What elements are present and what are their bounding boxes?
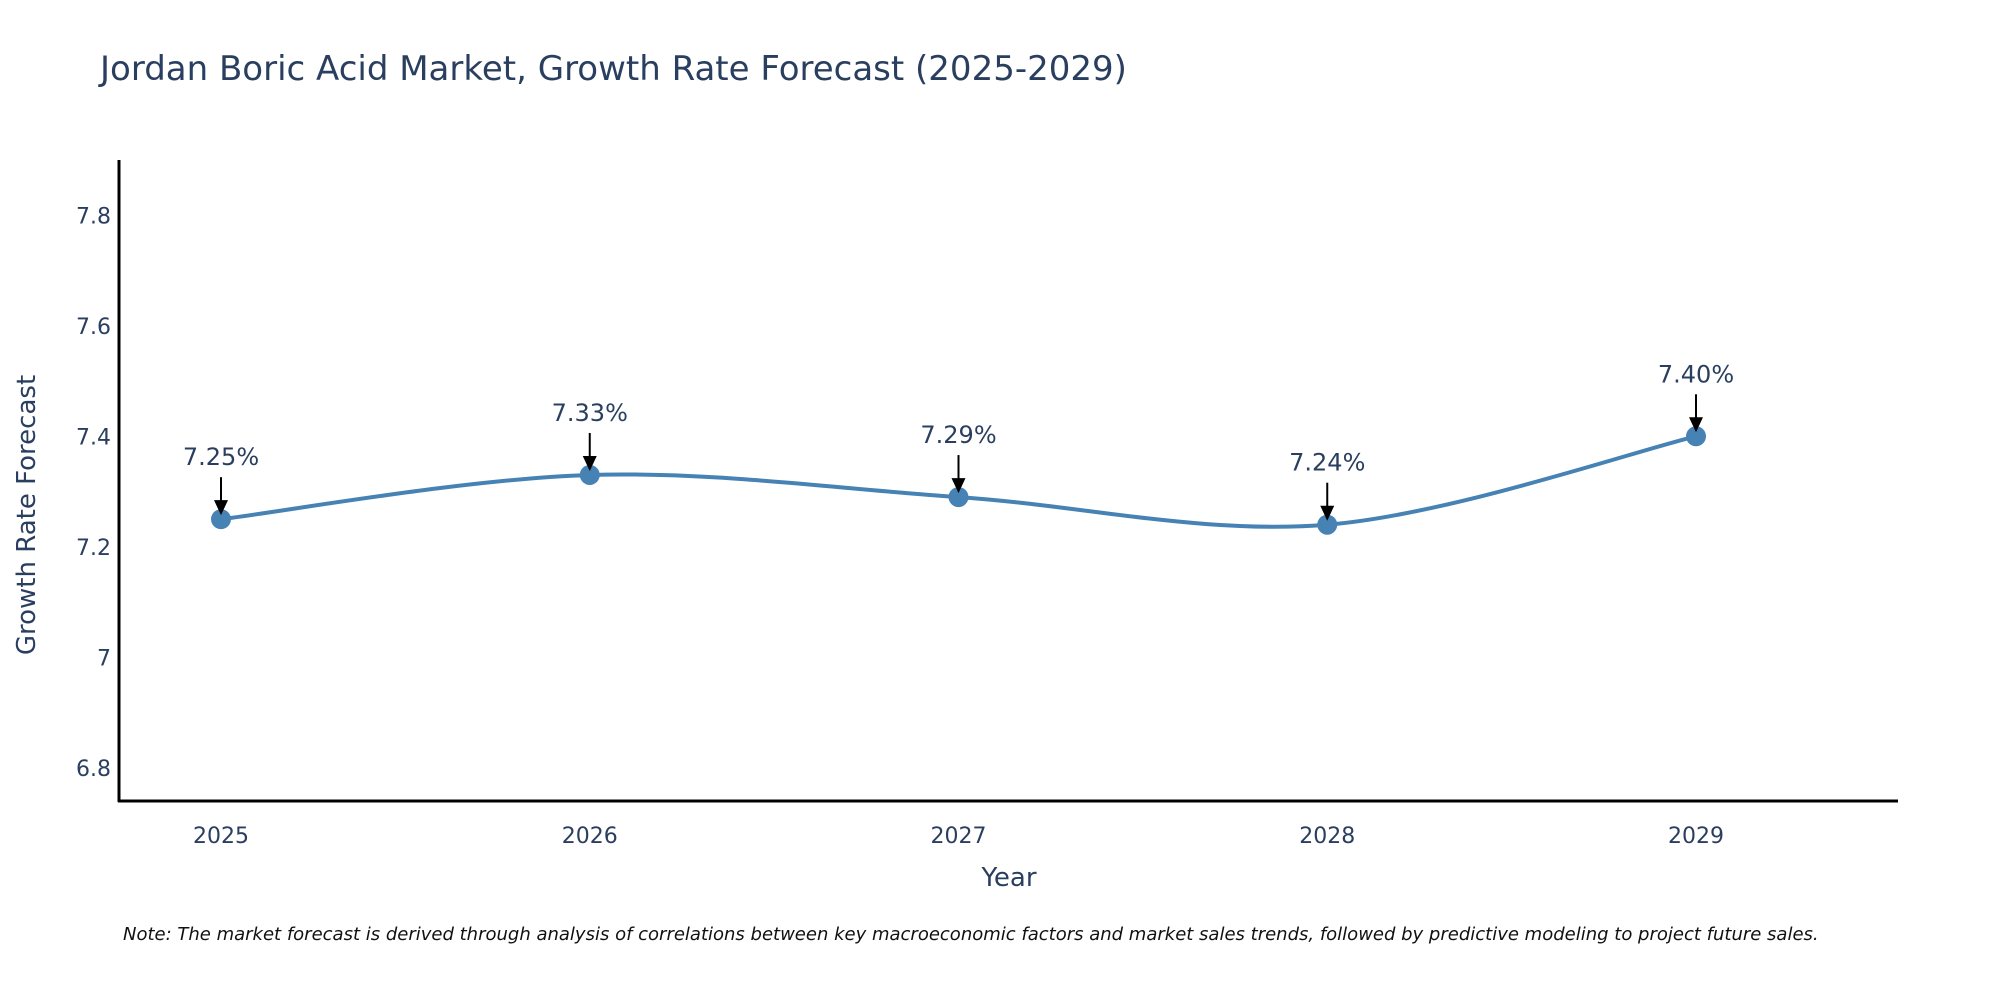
y-tick-label: 7	[97, 646, 111, 671]
y-tick-label: 7.6	[76, 315, 111, 340]
series-group	[211, 426, 1706, 535]
annotation-arrowhead	[1320, 505, 1335, 521]
data-label: 7.25%	[183, 443, 259, 471]
x-tick-label: 2025	[193, 824, 249, 849]
annotation-arrowhead	[1689, 417, 1703, 433]
chart-title: Jordan Boric Acid Market, Growth Rate Fo…	[98, 49, 1127, 89]
annotations-group: 7.25% 7.33% 7.29% 7.24% 7.40%	[183, 360, 1734, 521]
data-point-marker[interactable]	[948, 487, 969, 508]
y-axis: 6.8 7 7.2 7.4 7.6 7.8	[76, 160, 121, 802]
data-point-marker[interactable]	[1317, 514, 1338, 535]
annotation-arrowhead	[951, 478, 966, 494]
data-label: 7.33%	[552, 399, 628, 427]
y-tick-label: 6.8	[76, 757, 111, 782]
data-label: 7.40%	[1658, 360, 1734, 388]
footnote: Note: The market forecast is derived thr…	[123, 924, 1819, 945]
data-label: 7.29%	[920, 421, 996, 449]
x-tick-label: 2026	[562, 824, 618, 849]
data-label: 7.24%	[1289, 449, 1365, 477]
annotation-arrowhead	[582, 455, 597, 471]
x-tick-label: 2028	[1299, 824, 1355, 849]
x-tick-label: 2027	[931, 824, 987, 849]
data-point-marker[interactable]	[211, 509, 231, 530]
x-axis-title: Year	[980, 863, 1036, 893]
y-tick-label: 7.8	[76, 204, 111, 229]
y-axis-title: Growth Rate Forecast	[12, 375, 42, 655]
y-tick-label: 7.2	[76, 536, 111, 561]
x-axis: 2025 2026 2027 2028 2029	[118, 799, 1898, 849]
x-tick-label: 2029	[1668, 824, 1724, 849]
data-point-marker[interactable]	[579, 464, 600, 485]
y-tick-label: 7.4	[76, 425, 111, 450]
data-point-marker[interactable]	[1686, 426, 1706, 447]
annotation-arrowhead	[214, 500, 228, 516]
